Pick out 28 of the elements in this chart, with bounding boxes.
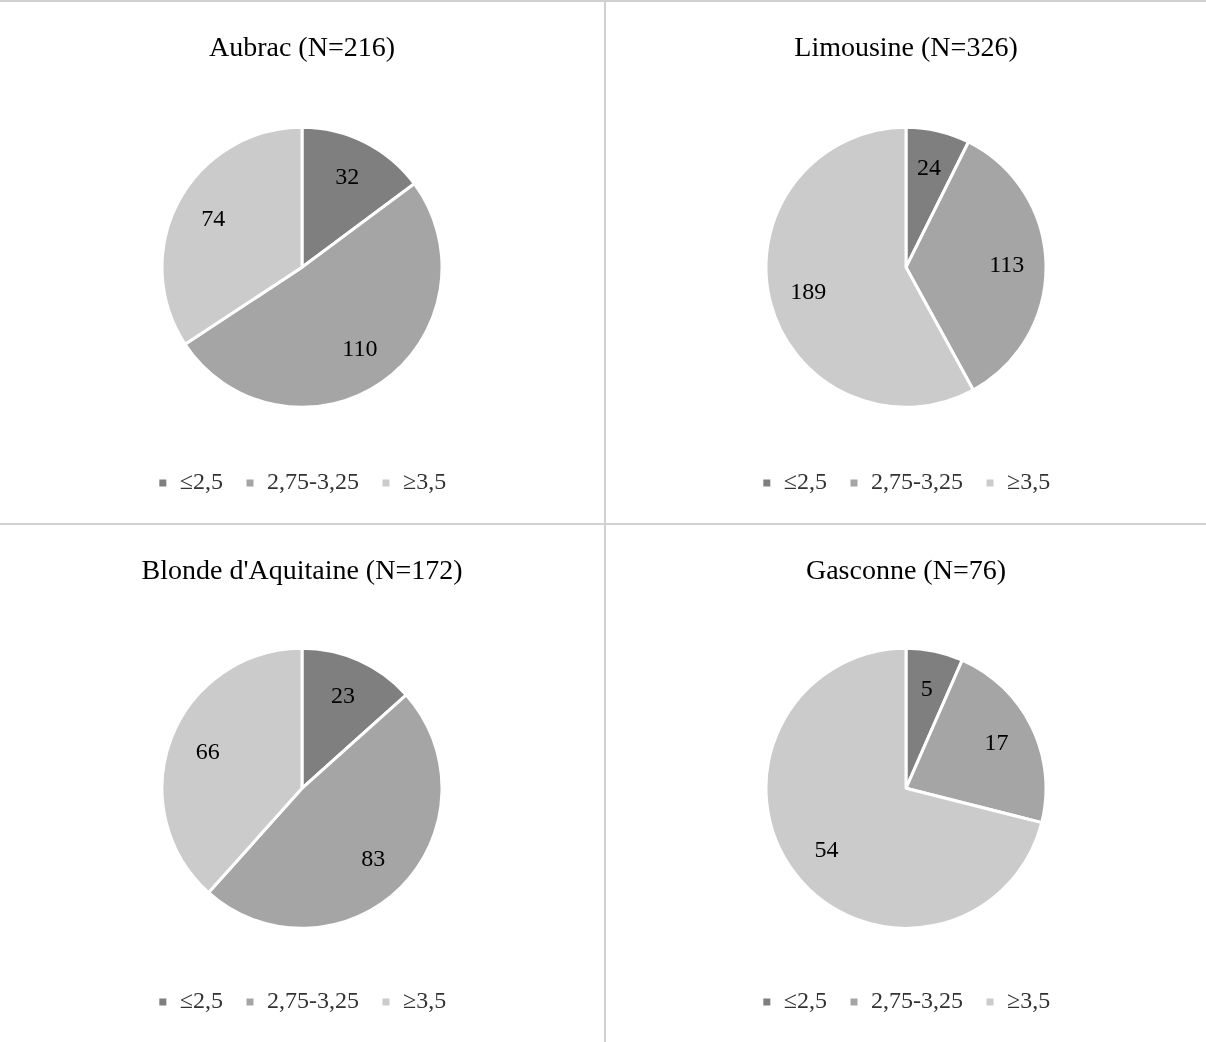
legend-label: ≥3,5: [403, 987, 447, 1014]
data-label: 113: [989, 250, 1025, 277]
chart-title: Limousine (N=326): [794, 31, 1018, 63]
data-label: 74: [201, 204, 226, 231]
legend-label: ≤2,5: [783, 468, 827, 495]
data-label: 66: [195, 737, 220, 764]
data-label: 32: [335, 162, 360, 189]
legend-label: ≤2,5: [179, 468, 223, 495]
data-label: 110: [342, 335, 378, 362]
legend-label: ≤2,5: [179, 987, 223, 1014]
chart-title: Gasconne (N=76): [805, 554, 1007, 586]
legend-label: 2,75-3,25: [871, 987, 963, 1014]
legend-label: ≤2,5: [783, 987, 827, 1014]
data-label: 189: [790, 277, 827, 304]
data-label: 24: [917, 154, 942, 181]
legend-label: ≥3,5: [1007, 468, 1051, 495]
data-label: 5: [920, 674, 933, 701]
legend-label: ≥3,5: [1007, 987, 1051, 1014]
data-label: 17: [984, 729, 1009, 756]
data-label: 83: [361, 844, 386, 871]
chart-title: Blonde d'Aquitaine (N=172): [141, 554, 463, 586]
legend-label: ≥3,5: [403, 468, 447, 495]
legend-label: 2,75-3,25: [267, 468, 359, 495]
chart-title: Aubrac (N=216): [208, 31, 396, 63]
data-label: 23: [331, 681, 356, 708]
legend-label: 2,75-3,25: [871, 468, 963, 495]
legend-label: 2,75-3,25: [267, 987, 359, 1014]
data-label: 54: [814, 835, 839, 862]
